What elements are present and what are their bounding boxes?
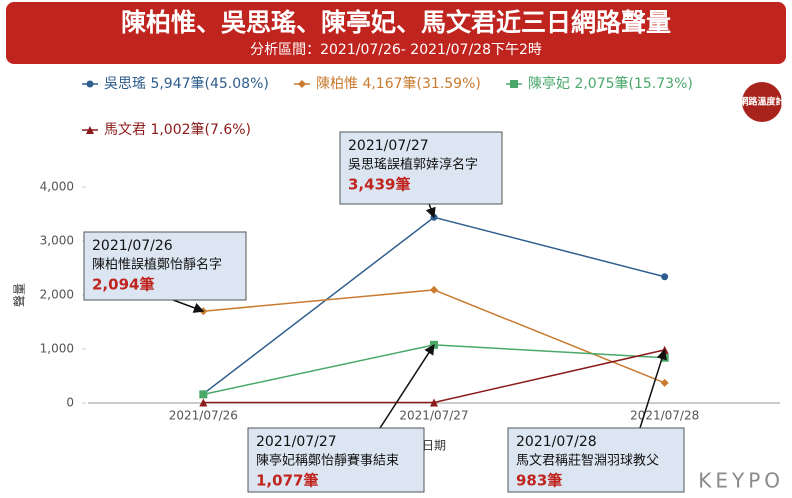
annotation-value: 2,094筆: [92, 276, 154, 294]
series-line: [203, 289, 665, 384]
logo-badge: [742, 82, 782, 122]
series-line: [203, 349, 665, 404]
header-banner: [6, 2, 786, 64]
legend-label: 陳亭妃 2,075筆(15.73%): [528, 75, 693, 92]
point: [199, 390, 208, 399]
y-tick-label: 4,000: [40, 180, 74, 194]
annotation-box: [247, 427, 425, 493]
annotation-arrow: [425, 203, 436, 219]
point: [430, 398, 438, 407]
annotation-arrow: [379, 343, 435, 429]
annotation-date: 2021/07/28: [516, 434, 597, 450]
y-tick-label: 3,000: [40, 234, 74, 248]
annotation-arrow: [639, 348, 667, 429]
annotation-text: 陳亭妃稱鄭怡靜賽事結束: [256, 453, 399, 469]
legend-label: 陳柏惟 4,167筆(31.59%): [316, 76, 481, 92]
brand: KEYPO: [698, 469, 784, 493]
annotation-value: 1,077筆: [256, 472, 318, 490]
annotation-text: 陳柏惟誤植鄭怡靜名字: [92, 257, 222, 273]
y-tick-label: 0: [66, 396, 74, 410]
logo: 網路溫度計: [739, 96, 784, 108]
annotation-text: 馬文君稱莊智淵羽球教父: [516, 453, 659, 469]
annotation-date: 2021/07/26: [92, 238, 173, 254]
point: [661, 273, 669, 281]
annotation-box: [83, 231, 247, 301]
annotation-arrow: [172, 299, 205, 313]
annotation-text: 吳思瑤誤植郭婞淳名字: [348, 157, 478, 173]
chart-title: 陳柏惟、吳思瑤、陳亭妃、馬文君近三日網路聲量: [121, 8, 671, 37]
y-axis-label: 聲量: [12, 283, 27, 307]
point: [660, 378, 669, 387]
annotation-box: [339, 131, 503, 205]
annotation-date: 2021/07/27: [348, 138, 429, 154]
legend-marker: [298, 80, 306, 88]
series-line: [203, 344, 665, 396]
chart-subtitle: 分析區間：2021/07/26- 2021/07/28下午2時: [250, 42, 542, 58]
x-tick-label: 2021/07/27: [399, 409, 468, 423]
point: [430, 285, 438, 294]
y-tick-label: 1,000: [40, 342, 74, 356]
annotation-value: 983筆: [516, 472, 562, 490]
x-tick-label: 2021/07/26: [169, 409, 238, 423]
x-tick-label: 2021/07/28: [630, 409, 699, 423]
point: [199, 398, 208, 407]
y-tick-label: 2,000: [40, 288, 74, 302]
legend-marker: [86, 80, 94, 88]
annotation-date: 2021/07/27: [256, 434, 337, 450]
annotation-box: [507, 427, 685, 493]
legend-marker: [86, 126, 94, 134]
legend-label: 吳思瑤 5,947筆(45.08%): [104, 76, 269, 92]
x-axis-label: 日期: [422, 439, 446, 453]
annotation-value: 3,439筆: [348, 176, 410, 194]
legend-marker: [510, 80, 518, 88]
legend-label: 馬文君 1,002筆(7.6%): [104, 122, 251, 138]
